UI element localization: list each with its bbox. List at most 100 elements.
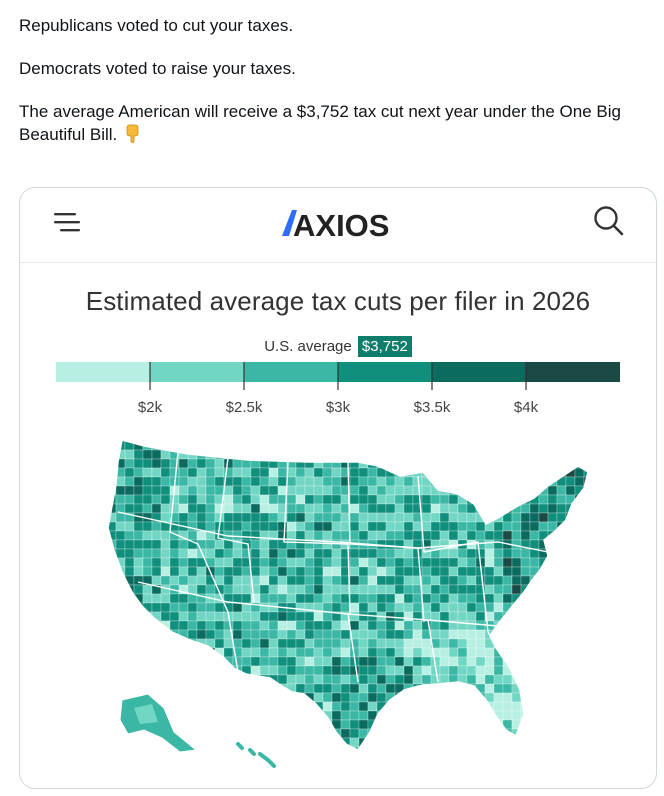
county-cell bbox=[124, 539, 135, 550]
link-card[interactable]: AXIOS Estimated average tax cuts per fil… bbox=[19, 187, 657, 789]
county-cell bbox=[593, 450, 602, 459]
county-cell bbox=[430, 449, 441, 460]
county-cell bbox=[475, 728, 486, 739]
county-cell bbox=[259, 647, 270, 658]
county-cell bbox=[322, 440, 333, 451]
county-cell bbox=[358, 503, 369, 514]
county-cell bbox=[556, 449, 567, 460]
county-cell bbox=[142, 593, 153, 604]
county-cell bbox=[232, 566, 243, 577]
county-cell bbox=[160, 548, 171, 559]
county-cell bbox=[376, 746, 387, 750]
county-cell bbox=[295, 602, 306, 613]
county-cell bbox=[412, 746, 423, 750]
county-cell bbox=[286, 485, 297, 496]
county-cell bbox=[304, 557, 315, 568]
county-cell bbox=[115, 503, 126, 514]
county-cell bbox=[547, 593, 558, 604]
county-cell bbox=[412, 728, 423, 739]
county-cell bbox=[413, 756, 422, 765]
county-cell bbox=[475, 629, 486, 640]
county-cell bbox=[529, 746, 540, 750]
county-cell bbox=[430, 701, 441, 712]
county-cell bbox=[385, 737, 396, 748]
county-cell bbox=[547, 503, 558, 514]
county-cell bbox=[448, 701, 459, 712]
county-cell bbox=[466, 602, 477, 613]
county-cell bbox=[313, 683, 324, 694]
county-cell bbox=[268, 728, 279, 739]
county-cell bbox=[286, 719, 297, 730]
county-cell bbox=[331, 674, 342, 685]
county-cell bbox=[538, 440, 549, 451]
county-cell bbox=[394, 449, 405, 460]
county-cell bbox=[286, 611, 297, 622]
county-cell bbox=[367, 467, 378, 478]
county-cell bbox=[160, 440, 171, 442]
axios-logo[interactable]: AXIOS bbox=[280, 202, 400, 243]
county-cell bbox=[502, 674, 513, 685]
county-cell bbox=[502, 638, 513, 649]
county-cell bbox=[331, 575, 342, 586]
county-cell bbox=[277, 746, 288, 750]
county-cell bbox=[205, 710, 216, 721]
county-cell bbox=[205, 449, 216, 460]
county-cell bbox=[98, 495, 107, 504]
county-cell bbox=[268, 746, 279, 750]
county-cell bbox=[448, 656, 459, 667]
hamburger-menu-icon[interactable] bbox=[53, 210, 81, 236]
county-cell bbox=[556, 530, 567, 541]
county-cell bbox=[196, 656, 207, 667]
county-cell bbox=[295, 557, 306, 568]
county-cell bbox=[556, 602, 567, 613]
county-cell bbox=[376, 557, 387, 568]
county-cell bbox=[277, 701, 288, 712]
county-cell bbox=[367, 746, 378, 750]
county-cell bbox=[367, 575, 378, 586]
county-cell bbox=[493, 557, 504, 568]
legend-swatch-5 bbox=[432, 362, 527, 382]
county-cell bbox=[214, 719, 225, 730]
county-cell bbox=[376, 440, 387, 442]
county-cell bbox=[169, 665, 180, 676]
county-cell bbox=[151, 647, 162, 658]
county-cell bbox=[538, 575, 549, 586]
county-cell bbox=[395, 756, 404, 765]
county-cell bbox=[277, 467, 288, 478]
county-cell bbox=[250, 683, 261, 694]
county-cell bbox=[304, 485, 315, 496]
county-cell bbox=[108, 710, 117, 721]
county-cell bbox=[286, 746, 297, 750]
county-cell bbox=[574, 692, 585, 703]
county-cell bbox=[529, 449, 540, 460]
county-cell bbox=[349, 692, 360, 703]
county-cell bbox=[268, 485, 279, 496]
county-cell bbox=[341, 756, 350, 765]
county-cell bbox=[259, 485, 270, 496]
county-cell bbox=[313, 512, 324, 523]
county-cell bbox=[511, 710, 522, 721]
county-cell bbox=[367, 647, 378, 658]
county-cell bbox=[178, 692, 189, 703]
county-cell bbox=[358, 638, 369, 649]
county-cell bbox=[187, 566, 198, 577]
county-cell bbox=[574, 521, 585, 532]
county-cell bbox=[502, 701, 513, 712]
tweet-line-3: The average American will receive a $3,7… bbox=[19, 100, 649, 146]
county-cell bbox=[403, 746, 414, 750]
county-cell bbox=[484, 530, 495, 541]
county-cell bbox=[466, 593, 477, 604]
county-cell bbox=[385, 593, 396, 604]
county-cell bbox=[178, 557, 189, 568]
county-cell bbox=[349, 440, 360, 442]
county-cell bbox=[556, 539, 567, 550]
search-icon[interactable] bbox=[592, 204, 626, 238]
county-cell bbox=[223, 728, 234, 739]
county-cell bbox=[448, 548, 459, 559]
axios-logo-text: AXIOS bbox=[293, 208, 389, 242]
county-cell bbox=[421, 575, 432, 586]
county-cell bbox=[538, 620, 549, 631]
county-cell bbox=[214, 674, 225, 685]
county-cell bbox=[439, 737, 450, 748]
county-cell bbox=[376, 602, 387, 613]
